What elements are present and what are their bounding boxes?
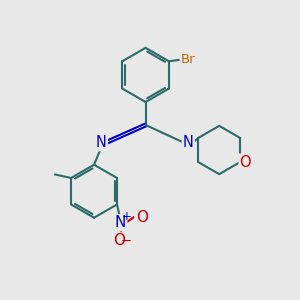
Text: Br: Br (181, 53, 196, 66)
Text: N: N (115, 215, 126, 230)
Text: N: N (183, 135, 194, 150)
Text: O: O (136, 210, 148, 225)
Text: +: + (122, 210, 132, 223)
Text: O: O (240, 154, 251, 169)
Text: −: − (121, 235, 132, 248)
Text: O: O (113, 233, 125, 248)
Text: N: N (96, 135, 107, 150)
